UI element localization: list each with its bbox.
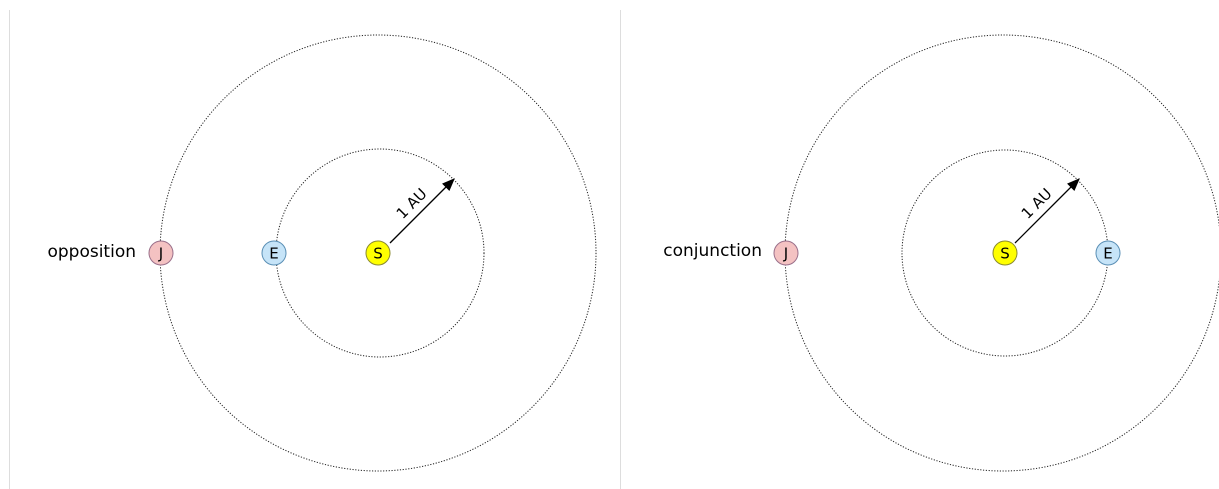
panel-opposition: 1 AU S E J opposition: [47, 34, 597, 472]
jupiter: [773, 240, 799, 266]
radius-arrow: [389, 178, 455, 244]
jupiter-label: J: [783, 245, 788, 263]
radius-arrow: [1014, 178, 1080, 244]
sun: [365, 240, 391, 266]
distance-label: 1 AU: [1018, 185, 1056, 223]
earth-orbit: [275, 148, 485, 358]
earth: [1095, 240, 1121, 266]
sun: [992, 240, 1018, 266]
configuration-label: conjunction: [663, 241, 762, 261]
configuration-label: opposition: [47, 242, 136, 262]
sun-label: S: [373, 245, 383, 263]
jupiter: [148, 240, 174, 266]
jupiter-label: J: [158, 245, 163, 263]
distance-label: 1 AU: [393, 185, 431, 223]
earth: [261, 240, 287, 266]
jupiter-orbit: [784, 34, 1219, 472]
sun-label: S: [1000, 245, 1010, 263]
panel-conjunction: 1 AU S E J conjunction: [663, 34, 1219, 472]
earth-label: E: [1103, 245, 1112, 263]
earth-label: E: [269, 245, 278, 263]
jupiter-orbit: [159, 34, 597, 472]
